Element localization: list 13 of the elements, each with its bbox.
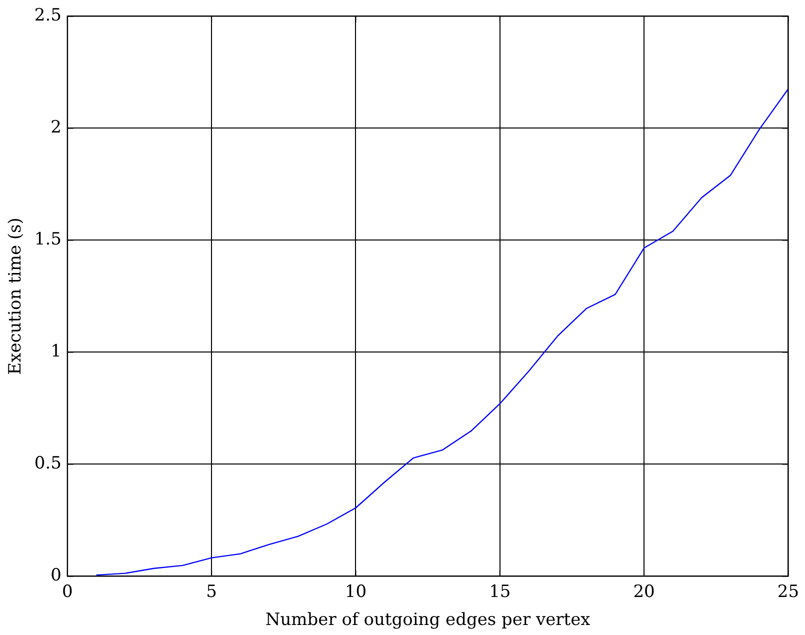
x-axis-title: Number of outgoing edges per vertex [265,610,591,630]
x-tick-label: 25 [777,582,800,602]
x-tick-label: 20 [633,582,655,602]
y-tick-label: 0 [50,566,62,586]
y-tick-label: 2 [50,118,62,138]
y-tick-label: 0.5 [34,454,62,474]
y-tick-label: 2.5 [34,6,62,26]
x-tick-label: 10 [344,582,367,602]
x-tick-label: 5 [206,582,217,602]
x-tick-label: 15 [489,582,511,602]
y-axis-title: Execution time (s) [6,218,26,375]
y-tick-label: 1 [50,342,62,362]
y-tick-label: 1.5 [34,230,62,250]
